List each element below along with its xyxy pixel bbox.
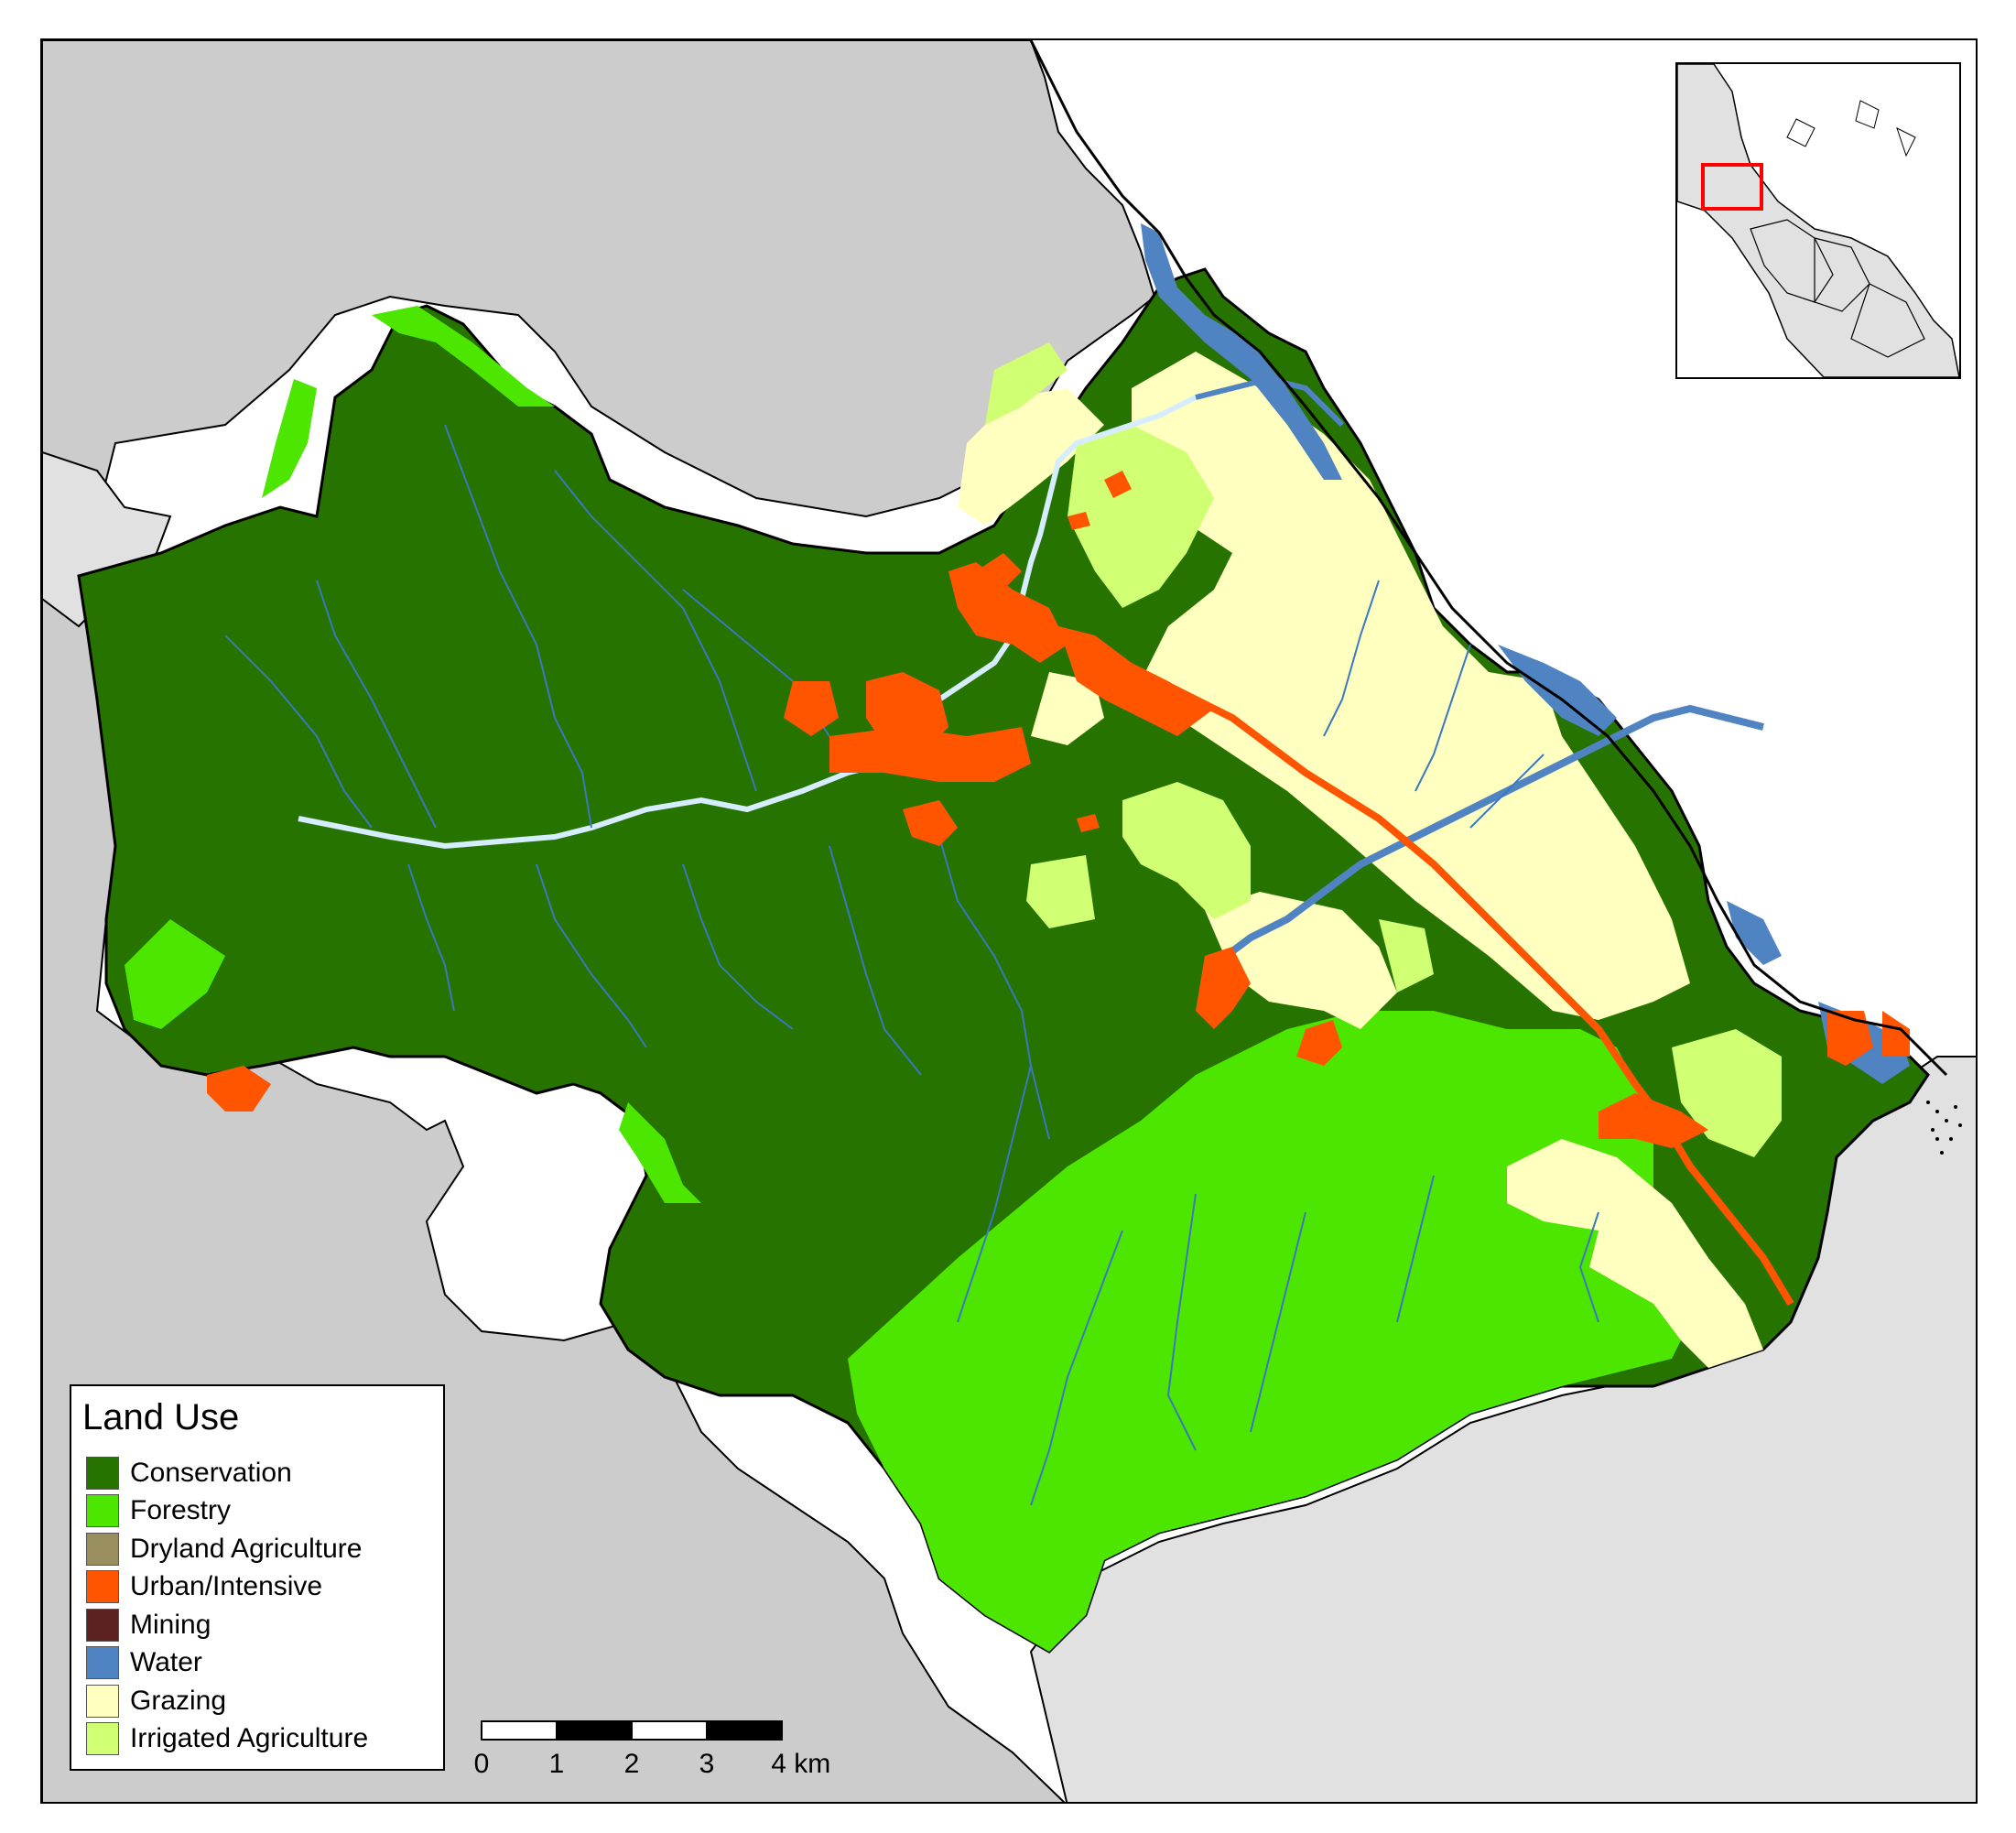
grazing-small: [1031, 672, 1104, 745]
legend-label: Forestry: [130, 1495, 232, 1526]
legend-label: Dryland Agriculture: [130, 1533, 363, 1564]
legend-label: Grazing: [130, 1685, 227, 1716]
legend-item-forestry: Forestry: [86, 1492, 368, 1531]
offshore-islets: [1926, 1101, 1962, 1155]
swatch-forestry: [86, 1494, 119, 1528]
legend-item-grazing: Grazing: [86, 1682, 368, 1720]
legend-items: Conservation Forestry Dryland Agricultur…: [86, 1454, 368, 1758]
swatch-urban-intensive: [86, 1570, 119, 1604]
grazing-main: [1132, 352, 1690, 1020]
urban-areas: [207, 471, 1910, 1148]
swatch-water: [86, 1646, 119, 1680]
scale-tick-4: 4 km: [771, 1749, 831, 1779]
legend-label: Conservation: [130, 1457, 292, 1488]
scale-tick-3: 3: [699, 1749, 715, 1779]
river-south-branch: [1211, 704, 1764, 969]
legend-item-irrigated-agriculture: Irrigated Agriculture: [86, 1720, 368, 1759]
forestry-block: [848, 1011, 1681, 1652]
forestry-rim-west: [262, 379, 317, 498]
scale-tick-0: 0: [473, 1749, 490, 1779]
forestry-rim-south: [619, 1102, 701, 1203]
legend-label: Water: [130, 1647, 202, 1678]
legend-item-conservation: Conservation: [86, 1454, 368, 1492]
swatch-grazing: [86, 1684, 119, 1718]
irrigated-north: [1068, 425, 1214, 608]
land-use-map: [42, 40, 1976, 1802]
swatch-dryland-agriculture: [86, 1532, 119, 1566]
legend-item-urban-intensive: Urban/Intensive: [86, 1568, 368, 1607]
scale-tick-2: 2: [623, 1749, 640, 1779]
irrigated-west: [985, 342, 1068, 425]
irrigated-block-a: [1026, 855, 1095, 928]
grazing-centre: [1205, 892, 1397, 1029]
grazing-southeast: [1507, 1139, 1763, 1368]
locator-map-icon: [1677, 64, 1959, 377]
scale-tick-1: 1: [548, 1749, 565, 1779]
water-coastal-middle: [1498, 645, 1617, 736]
swatch-irrigated-agriculture: [86, 1722, 119, 1756]
legend-label: Urban/Intensive: [130, 1571, 323, 1602]
inset-locator-map: [1675, 62, 1961, 379]
irrigated-centre: [1122, 782, 1251, 919]
scale-bar: 0 1 2 3 4 km: [473, 1718, 830, 1782]
highway: [1157, 678, 1794, 1307]
irrigated-east: [1379, 919, 1434, 992]
scale-bar-icon: [481, 1720, 783, 1741]
stream-network: [224, 424, 1599, 1506]
legend-item-dryland-agriculture: Dryland Agriculture: [86, 1530, 368, 1568]
forestry-rim-southwest: [125, 919, 225, 1029]
legend-item-water: Water: [86, 1644, 368, 1683]
legend-title: Land Use: [82, 1397, 240, 1437]
swatch-mining: [86, 1608, 119, 1642]
legend-label: Irrigated Agriculture: [130, 1723, 369, 1754]
water-lagoon: [1727, 901, 1782, 965]
coastline: [1029, 40, 1948, 1077]
water-coastal-north: [1141, 223, 1342, 480]
legend-item-mining: Mining: [86, 1606, 368, 1644]
grazing-north: [958, 388, 1104, 526]
legend: Land Use Conservation Forestry Dryland A…: [70, 1384, 445, 1771]
forestry-rim-north: [372, 306, 555, 407]
swatch-conservation: [86, 1456, 119, 1490]
legend-label: Mining: [130, 1609, 211, 1640]
